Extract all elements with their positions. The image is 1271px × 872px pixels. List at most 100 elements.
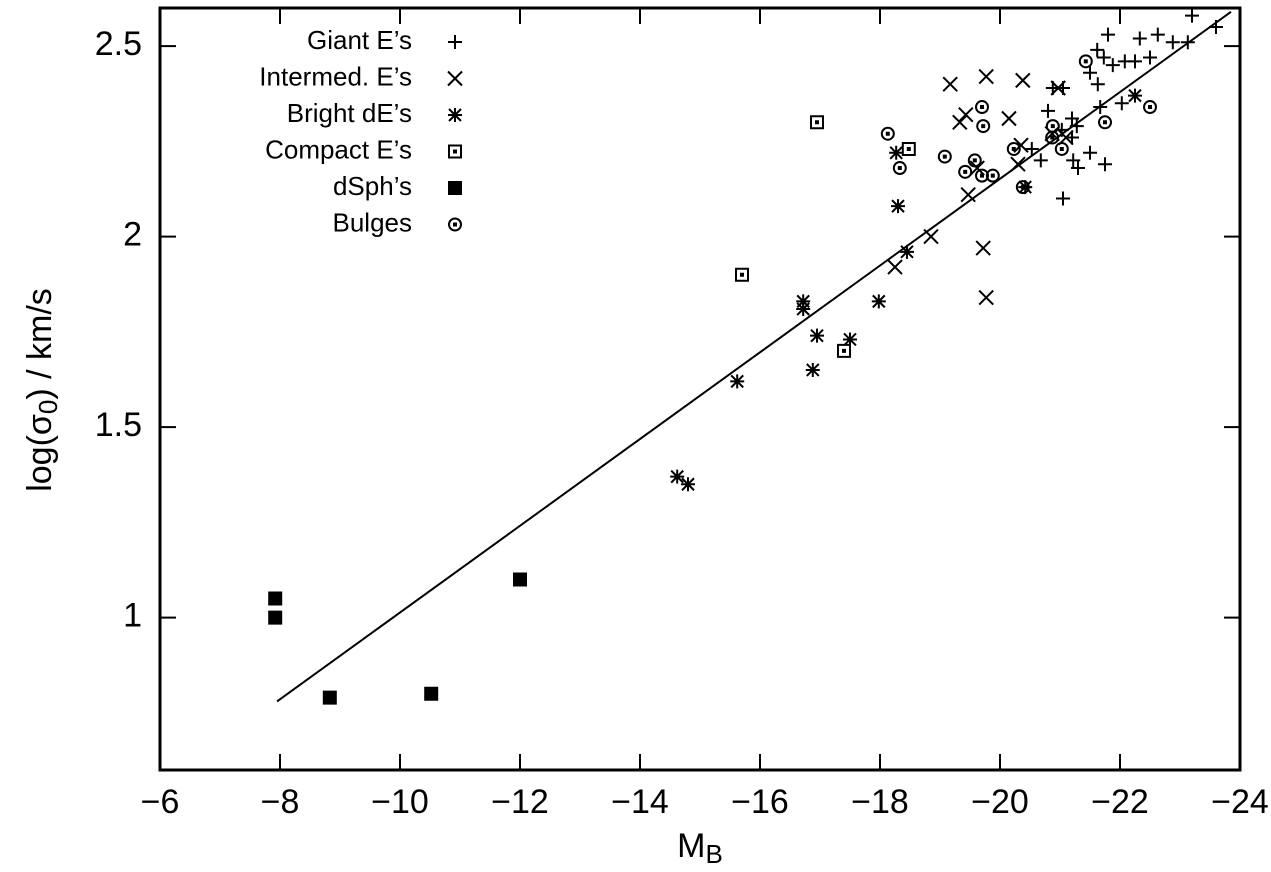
marker [1050, 80, 1066, 96]
marker [1015, 72, 1031, 89]
marker [1090, 42, 1105, 57]
y-tick-label: 2.5 [95, 25, 142, 63]
marker [1143, 50, 1157, 65]
marker [1056, 191, 1070, 206]
x-tick-label: −24 [1211, 783, 1269, 821]
marker [796, 301, 811, 316]
marker [958, 106, 974, 123]
marker [1128, 88, 1142, 103]
marker [1165, 35, 1180, 50]
marker [268, 610, 283, 625]
marker [1078, 54, 1093, 69]
marker [1185, 8, 1199, 23]
plot-frame [158, 6, 1242, 772]
x-tick-label: −20 [971, 783, 1029, 821]
marker [1096, 50, 1111, 65]
marker [730, 374, 745, 389]
marker [1010, 156, 1026, 172]
marker [900, 244, 914, 259]
marker [843, 332, 857, 347]
marker [810, 328, 824, 343]
marker [967, 153, 982, 168]
marker [1105, 58, 1120, 73]
marker [1180, 35, 1195, 50]
legend-marker [448, 35, 462, 49]
marker [1065, 111, 1079, 126]
marker [1209, 20, 1223, 35]
marker [1015, 180, 1030, 195]
legend-marker [447, 70, 463, 87]
marker [1128, 54, 1142, 69]
marker [974, 168, 990, 183]
marker [1001, 110, 1017, 127]
x-label-main: M [677, 827, 705, 865]
x-tick-label: −14 [611, 783, 669, 821]
legend-label: Bulges [333, 207, 413, 237]
y-tick-label: 2 [123, 216, 142, 254]
y-tick-label: 1 [123, 597, 142, 635]
marker [1093, 100, 1108, 115]
marker [1097, 115, 1113, 130]
marker [880, 126, 895, 141]
y-axis-label: log(σ0) / km/s [21, 288, 63, 492]
marker [837, 343, 851, 358]
marker [1083, 145, 1097, 160]
marker [1045, 119, 1060, 134]
marker [1018, 180, 1033, 195]
marker [1066, 153, 1081, 168]
marker [978, 289, 994, 306]
marker [796, 294, 811, 309]
legend-label: dSph’s [333, 171, 412, 201]
y-label-pre: log(σ [21, 414, 59, 492]
marker [1033, 153, 1048, 168]
legend-marker [447, 217, 463, 232]
y-label-sub: 0 [33, 400, 63, 414]
legend-label: Compact E’s [265, 134, 412, 164]
marker [1083, 65, 1097, 80]
x-tick-label: −22 [1091, 783, 1149, 821]
x-tick-label: −18 [851, 783, 909, 821]
marker [889, 145, 904, 160]
x-tick-label: −12 [491, 783, 549, 821]
marker [1041, 103, 1055, 118]
marker [975, 240, 991, 256]
marker [670, 469, 685, 484]
marker [958, 164, 973, 179]
marker [1132, 31, 1147, 46]
x-tick-label: −10 [371, 783, 429, 821]
marker [937, 149, 952, 164]
marker [969, 160, 985, 176]
marker [735, 267, 749, 282]
marker [1006, 141, 1021, 156]
y-label-post: ) / km/s [21, 288, 59, 399]
legend-label: Bright dE’s [287, 98, 412, 128]
marker [268, 591, 283, 606]
x-axis-label: MB [677, 827, 723, 869]
marker [681, 477, 695, 492]
x-tick-label: −6 [141, 783, 180, 821]
x-label-sub: B [705, 839, 722, 869]
legend-label: Intermed. E’s [259, 61, 412, 91]
fit-line [276, 10, 1232, 703]
y-tick-label: 1.5 [95, 406, 142, 444]
marker [513, 572, 527, 587]
marker [892, 161, 907, 176]
marker [1071, 161, 1085, 176]
marker [952, 114, 968, 131]
marker [424, 686, 439, 701]
marker [322, 690, 337, 705]
marker [1142, 100, 1158, 115]
marker [985, 168, 1000, 183]
marker [1069, 119, 1084, 134]
marker [1114, 96, 1129, 111]
legend-marker [448, 108, 462, 122]
marker [891, 199, 905, 214]
marker [871, 294, 886, 309]
marker [974, 100, 990, 115]
marker [1054, 141, 1069, 156]
legend-marker [448, 144, 462, 159]
marker [810, 115, 824, 130]
legend-marker [448, 181, 462, 195]
marker [1150, 27, 1165, 42]
